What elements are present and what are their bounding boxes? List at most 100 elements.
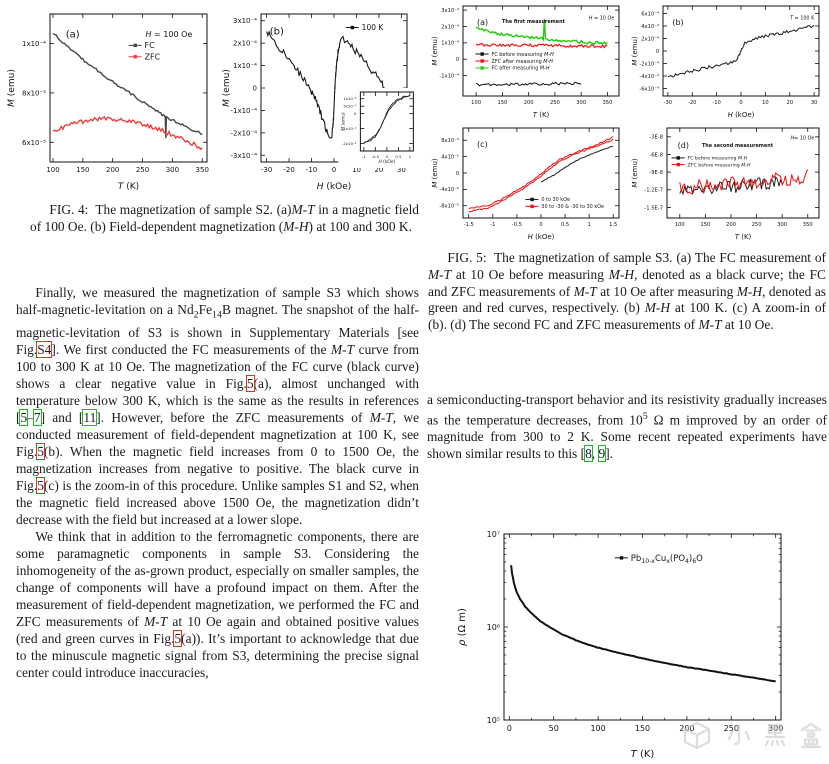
svg-text:H = 100 Oe: H = 100 Oe <box>146 30 193 39</box>
svg-text:-30: -30 <box>664 100 672 106</box>
citation-link[interactable]: 11 <box>82 408 98 426</box>
body-paragraph: a semiconducting-transport behavior and … <box>427 392 827 463</box>
svg-text:M (emu): M (emu) <box>7 69 17 107</box>
svg-text:-1x10⁻⁴: -1x10⁻⁴ <box>439 73 459 79</box>
svg-text:ρ (Ω m): ρ (Ω m) <box>457 608 468 646</box>
svg-text:-10: -10 <box>306 166 317 174</box>
svg-text:-8x10⁻⁵: -8x10⁻⁵ <box>439 204 459 210</box>
svg-text:0: 0 <box>739 100 742 106</box>
svg-text:-9E-8: -9E-8 <box>649 170 663 176</box>
figure-ref-link[interactable]: 5 <box>36 476 45 494</box>
svg-text:1x10⁻⁴: 1x10⁻⁴ <box>441 41 459 47</box>
svg-text:T (K): T (K) <box>118 182 139 192</box>
caption-text: FIG. 5: The magnetization of sample S3. … <box>428 250 826 333</box>
svg-text:0: 0 <box>656 49 659 55</box>
svg-text:-20: -20 <box>688 100 696 106</box>
svg-text:The first measurement: The first measurement <box>502 19 566 25</box>
svg-text:M (emu): M (emu) <box>631 36 639 66</box>
svg-text:4x10⁻⁴: 4x10⁻⁴ <box>641 24 659 30</box>
svg-text:2x10⁻⁴: 2x10⁻⁴ <box>441 24 459 30</box>
fig5a-first-mt-chart: 100 150 200 250 300 350 3x10⁻⁴ 2x10⁻⁴ 1x10⁻⁴ 0 -1x… <box>431 5 620 119</box>
svg-text:-6E-8: -6E-8 <box>649 152 663 158</box>
heybox-logo-icon <box>683 721 822 750</box>
svg-text:H (kOe): H (kOe) <box>378 159 395 165</box>
svg-text:T (K): T (K) <box>631 749 655 760</box>
svg-text:100 K: 100 K <box>362 23 385 32</box>
svg-text:FC before measuring M-H: FC before measuring M-H <box>688 156 748 162</box>
svg-text:ZFC before measuring M-H: ZFC before measuring M-H <box>688 162 751 168</box>
svg-text:-6x10⁻⁴: -6x10⁻⁴ <box>639 86 659 92</box>
figure-ref-link[interactable]: S4 <box>36 340 53 358</box>
figure-ref-link[interactable]: 5 <box>245 374 255 392</box>
svg-text:250: 250 <box>550 100 560 106</box>
svg-text:H (kOe): H (kOe) <box>728 111 755 119</box>
svg-text:0: 0 <box>253 85 257 93</box>
citation-link[interactable]: 9 <box>597 445 607 463</box>
svg-text:1x10⁻⁴: 1x10⁻⁴ <box>233 62 257 70</box>
svg-text:2x10⁻⁴: 2x10⁻⁴ <box>233 40 257 48</box>
svg-text:0: 0 <box>456 171 459 177</box>
svg-text:100: 100 <box>675 222 685 228</box>
figure-ref-link[interactable]: 5 <box>173 629 183 647</box>
svg-text:-2x10⁻⁴: -2x10⁻⁴ <box>342 141 357 146</box>
svg-text:FC after measuring M-H: FC after measuring M-H <box>491 66 549 72</box>
svg-text:150: 150 <box>76 166 89 174</box>
right-column-text: a semiconducting-transport behavior and … <box>427 391 827 463</box>
svg-text:0.5: 0.5 <box>395 154 402 159</box>
svg-text:M (emu): M (emu) <box>222 69 232 107</box>
svg-text:100: 100 <box>46 166 59 174</box>
svg-text:5x10⁻⁵: 5x10⁻⁵ <box>343 104 356 109</box>
svg-text:-1: -1 <box>490 222 495 228</box>
svg-text:200: 200 <box>524 100 534 106</box>
svg-text:150: 150 <box>635 724 650 733</box>
svg-text:T (K): T (K) <box>533 111 550 119</box>
left-column-text: Finally, we measured the magnetization o… <box>16 284 419 681</box>
svg-text:-4x10⁻⁴: -4x10⁻⁴ <box>639 74 659 80</box>
svg-text:350: 350 <box>803 222 813 228</box>
svg-text:-20: -20 <box>283 166 294 174</box>
svg-text:8x10⁻⁵: 8x10⁻⁵ <box>441 138 459 144</box>
svg-text:H = 10 Oe: H = 10 Oe <box>589 16 615 22</box>
svg-text:-1.5: -1.5 <box>464 222 474 228</box>
figure-ref-link[interactable]: 5 <box>36 442 45 460</box>
svg-text:-1x10⁻⁴: -1x10⁻⁴ <box>230 107 257 115</box>
svg-text:300: 300 <box>777 222 787 228</box>
svg-text:250: 250 <box>724 724 739 733</box>
svg-text:2x10⁻⁴: 2x10⁻⁴ <box>641 36 659 42</box>
svg-text:(b): (b) <box>672 18 683 27</box>
svg-text:0: 0 <box>386 154 389 159</box>
svg-text:350: 350 <box>196 166 209 174</box>
svg-text:H (kOe): H (kOe) <box>528 233 555 241</box>
svg-text:(a): (a) <box>66 30 80 41</box>
svg-text:30: 30 <box>397 166 406 174</box>
svg-text:10: 10 <box>352 166 361 174</box>
svg-text:200: 200 <box>726 222 736 228</box>
figure-5-caption: FIG. 5: The magnetization of sample S3. … <box>428 250 826 334</box>
heybox-watermark <box>682 720 829 754</box>
svg-text:-3x10⁻⁴: -3x10⁻⁴ <box>230 152 257 160</box>
svg-text:1: 1 <box>409 154 412 159</box>
svg-text:-1.5E-7: -1.5E-7 <box>644 205 663 211</box>
svg-text:M (emu): M (emu) <box>340 112 346 131</box>
svg-text:0: 0 <box>354 111 357 116</box>
svg-text:300: 300 <box>576 100 586 106</box>
hei-glyph <box>764 723 786 747</box>
citation-link[interactable]: 5 <box>19 408 29 426</box>
svg-text:10⁶: 10⁶ <box>487 623 500 632</box>
citation-link[interactable]: 7 <box>32 408 42 426</box>
svg-text:150: 150 <box>497 100 507 106</box>
svg-text:-0.5: -0.5 <box>512 222 522 228</box>
citation-link[interactable]: 8 <box>584 445 593 463</box>
svg-text:(b): (b) <box>270 27 284 38</box>
svg-text:6x10⁻⁵: 6x10⁻⁵ <box>22 139 46 147</box>
svg-text:4x10⁻⁵: 4x10⁻⁵ <box>441 155 459 161</box>
svg-text:FC: FC <box>145 41 156 50</box>
svg-text:0: 0 <box>507 724 512 733</box>
he-glyph <box>800 722 822 749</box>
svg-text:ZFC after measuring M-H: ZFC after measuring M-H <box>491 59 553 65</box>
svg-text:200: 200 <box>106 166 119 174</box>
svg-text:3x10⁻⁴: 3x10⁻⁴ <box>233 17 257 25</box>
svg-text:100: 100 <box>590 724 605 733</box>
svg-text:10⁵: 10⁵ <box>487 716 500 725</box>
svg-text:20: 20 <box>786 100 793 106</box>
